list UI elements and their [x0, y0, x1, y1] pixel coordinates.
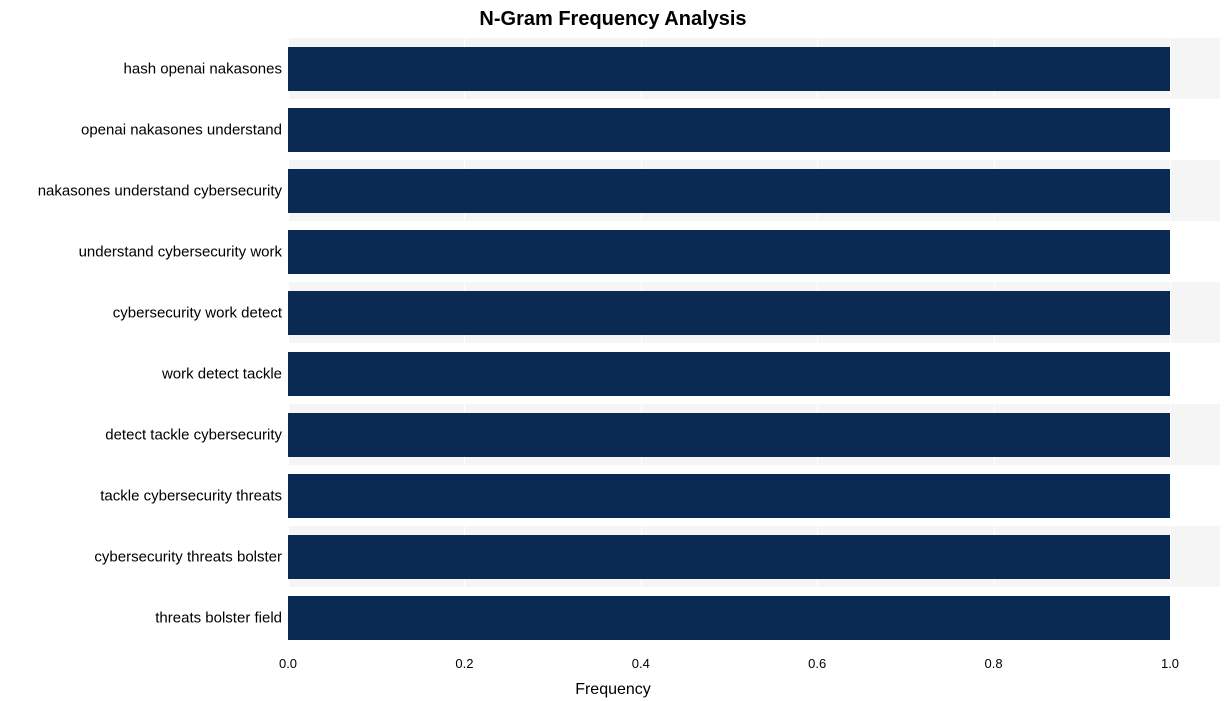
y-tick-label: cybersecurity threats bolster — [94, 548, 282, 565]
y-tick-label: detect tackle cybersecurity — [105, 426, 282, 443]
x-tick-label: 1.0 — [1161, 656, 1179, 671]
bar — [288, 230, 1170, 274]
bar — [288, 596, 1170, 640]
bar — [288, 352, 1170, 396]
y-tick-label: openai nakasones understand — [81, 121, 282, 138]
y-tick-label: cybersecurity work detect — [113, 304, 282, 321]
bar — [288, 535, 1170, 579]
bar — [288, 413, 1170, 457]
gridline — [1170, 38, 1171, 648]
x-tick-label: 0.4 — [632, 656, 650, 671]
bar — [288, 108, 1170, 152]
x-tick-label: 0.0 — [279, 656, 297, 671]
y-tick-label: nakasones understand cybersecurity — [38, 182, 282, 199]
y-tick-label: tackle cybersecurity threats — [100, 487, 282, 504]
y-tick-label: threats bolster field — [155, 609, 282, 626]
chart-title: N-Gram Frequency Analysis — [0, 8, 1226, 31]
bar — [288, 291, 1170, 335]
x-tick-label: 0.6 — [808, 656, 826, 671]
y-tick-label: work detect tackle — [162, 365, 282, 382]
bar — [288, 169, 1170, 213]
bar — [288, 47, 1170, 91]
x-tick-label: 0.2 — [455, 656, 473, 671]
x-axis-label: Frequency — [0, 681, 1226, 699]
y-tick-label: hash openai nakasones — [124, 60, 282, 77]
bar — [288, 474, 1170, 518]
plot-area — [288, 38, 1220, 648]
x-tick-label: 0.8 — [985, 656, 1003, 671]
y-tick-label: understand cybersecurity work — [79, 243, 282, 260]
